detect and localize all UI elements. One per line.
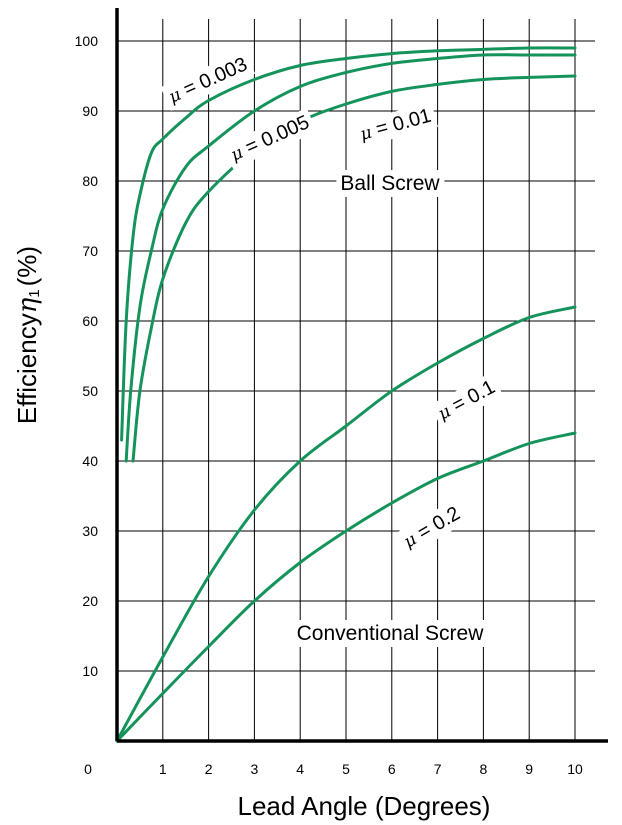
- label-background: [160, 49, 256, 112]
- y-tick-label-40: 40: [82, 453, 98, 469]
- y-tick-label-20: 20: [82, 593, 98, 609]
- label-background: [353, 101, 438, 148]
- mu-value: = 0.005: [237, 111, 312, 161]
- series-line-2: [131, 74, 577, 463]
- x-tick-label-0: 0: [84, 761, 92, 777]
- series-line-3: [115, 305, 577, 743]
- y-tick-label-90: 90: [82, 103, 98, 119]
- label-background: [292, 620, 489, 647]
- y-tick-label-10: 10: [82, 663, 98, 679]
- label-background: [336, 170, 445, 197]
- axes: [115, 8, 608, 743]
- curve-labels: μ = 0.003 μ = 0.005 μ = 0.01 μ = 0.1 μ =…: [160, 49, 504, 557]
- mu-value: = 0.2: [409, 502, 464, 546]
- x-tick-label-2: 2: [205, 761, 213, 777]
- y-tick-label-70: 70: [82, 243, 98, 259]
- x-tick-label-6: 6: [388, 761, 396, 777]
- x-tick-label-5: 5: [342, 761, 350, 777]
- x-tick-label-3: 3: [251, 761, 259, 777]
- label-background: [429, 372, 504, 429]
- mu-symbol: μ: [358, 123, 374, 145]
- y-tick-label-60: 60: [82, 313, 98, 329]
- ball-screw-label: Ball Screw: [340, 172, 440, 195]
- x-tick-label-10: 10: [567, 761, 583, 777]
- tick-labels: 0 1 2 3 4 5 6 7 8 9 10 10 20 30 40 50 60 70 80 90 100: [75, 33, 583, 777]
- y-tick-label-30: 30: [82, 523, 98, 539]
- x-tick-label-4: 4: [296, 761, 304, 777]
- y-tick-label-100: 100: [75, 33, 99, 49]
- label-background: [222, 107, 318, 170]
- region-labels: Ball Screw Conventional Screw: [292, 170, 489, 647]
- series-line-4: [115, 431, 577, 743]
- y-axis-prefix: Efficiency: [12, 313, 42, 424]
- mu-value: = 0.003: [175, 53, 250, 103]
- y-axis-title: Efficiencyη1 (%): [12, 246, 43, 424]
- x-tick-label-9: 9: [525, 761, 533, 777]
- x-tick-label-8: 8: [480, 761, 488, 777]
- y-tick-label-80: 80: [82, 173, 98, 189]
- y-axis-symbol: η: [13, 297, 43, 313]
- mu-value: = 0.1: [444, 376, 499, 419]
- series-line-1: [124, 53, 577, 463]
- x-axis-title: Lead Angle (Degrees): [238, 791, 491, 821]
- conventional-screw-label: Conventional Screw: [297, 622, 485, 645]
- x-tick-label-1: 1: [159, 761, 167, 777]
- efficiency-curves: [115, 46, 577, 743]
- y-tick-label-50: 50: [82, 383, 98, 399]
- label-background: [395, 498, 469, 557]
- curve-label-mu-0.1: μ = 0.1: [434, 376, 499, 424]
- y-axis-unit: (%): [12, 246, 42, 286]
- series-line-0: [120, 46, 577, 442]
- y-axis-subscript: 1: [26, 289, 43, 297]
- x-tick-label-7: 7: [434, 761, 442, 777]
